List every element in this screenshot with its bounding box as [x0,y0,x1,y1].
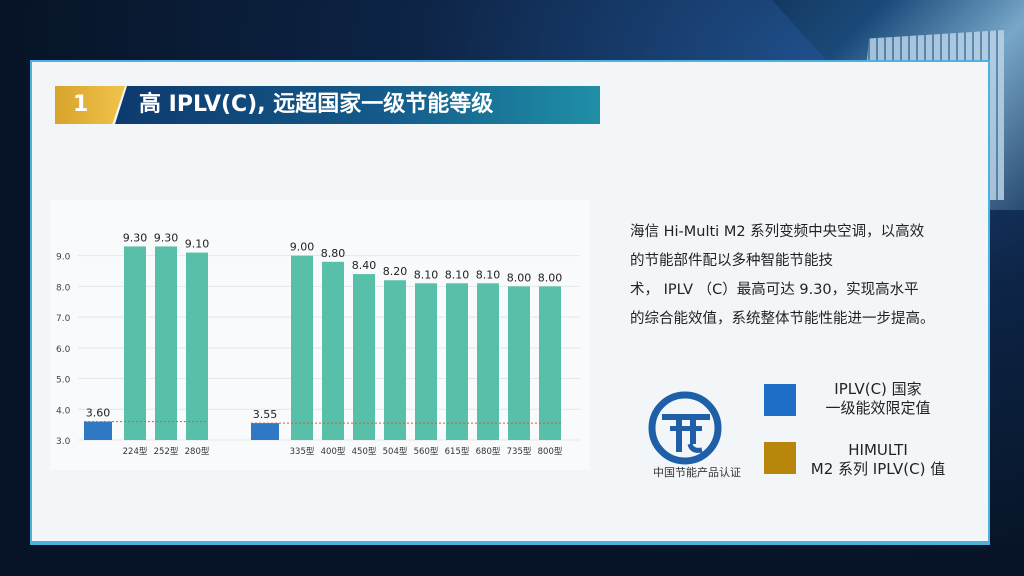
bar-value-label: 9.30 [154,231,179,244]
x-tick-label: 800型 [538,447,563,457]
legend-swatch-himulti [764,442,796,474]
bar-value-label: 8.10 [414,268,439,281]
bar-value-label: 8.20 [383,265,408,278]
x-tick-label: 504型 [383,447,408,457]
x-tick-label: 680型 [476,447,501,457]
y-tick-label: 9.0 [56,253,71,263]
bar-value-label: 9.30 [123,231,148,244]
himulti-bar [384,280,406,440]
legend-line: M2 系列 IPLV(C) 值 [810,460,946,478]
legend-line: 一级能效限定值 [825,399,931,417]
x-tick-label: 224型 [123,447,148,457]
y-tick-label: 3.0 [56,437,71,447]
logo-caption: 中国节能产品认证 [653,466,741,479]
bar-value-label: 8.00 [538,271,563,284]
description-line: 的综合能效值，系统整体节能性能进一步提高。 [630,311,935,327]
x-tick-label: 735型 [507,447,532,457]
description-line: 术， IPLV （C）最高可达 9.30，实现高水平 [630,282,919,298]
y-tick-label: 6.0 [56,345,71,355]
section-header: 1 高 IPLV(C), 远超国家一级节能等级 [55,86,600,124]
header-bar [115,86,600,124]
x-tick-label: 560型 [414,447,439,457]
section-title: 高 IPLV(C), 远超国家一级节能等级 [139,92,494,117]
national-value-label: 3.60 [86,407,111,420]
bar-value-label: 9.00 [290,241,315,254]
chart-area: 3.0 4.0 5.0 6.0 7.0 8.0 9.0 3.60 9.30 224型 9.30 252… [50,200,590,470]
bar-value-label: 8.10 [476,268,501,281]
description: 海信 Hi-Multi M2 系列变频中央空调，以高效 的节能部件配以多种智能节… [630,218,965,334]
y-tick-label: 4.0 [56,406,71,416]
x-tick-label: 450型 [352,447,377,457]
himulti-bar [415,283,437,440]
himulti-bar [446,283,468,440]
bar-value-label: 8.40 [352,259,377,272]
bar-chart: 3.0 4.0 5.0 6.0 7.0 8.0 9.0 3.60 9.30 224型 9.30 252… [56,231,580,457]
legend-line: HIMULTI [848,441,908,459]
himulti-bar [291,255,313,440]
himulti-bar [124,246,146,440]
bar-value-label: 8.00 [507,271,532,284]
himulti-bar [155,246,177,440]
himulti-bar [353,274,375,440]
certification-logo [640,388,750,483]
x-tick-label: 615型 [445,447,470,457]
legend-swatch-national [764,384,796,416]
legend-label-national: IPLV(C) 国家 一级能效限定值 [793,380,963,418]
bar-value-label: 9.10 [185,238,210,251]
himulti-bar [508,286,530,440]
national-bar [84,421,112,440]
himulti-bar [539,286,561,440]
y-tick-label: 5.0 [56,376,71,386]
y-tick-label: 7.0 [56,314,71,324]
x-tick-label: 335型 [290,447,315,457]
bar-value-label: 8.80 [321,247,346,260]
section-number: 1 [55,86,125,124]
x-tick-label: 280型 [185,447,210,457]
legend-line: IPLV(C) 国家 [834,380,922,398]
bar-value-label: 8.10 [445,268,470,281]
legend-label-himulti: HIMULTI M2 系列 IPLV(C) 值 [793,441,963,479]
x-tick-label: 252型 [154,447,179,457]
y-tick-label: 8.0 [56,283,71,293]
himulti-bar [322,261,344,440]
national-bar [251,423,279,440]
himulti-bar [477,283,499,440]
national-value-label: 3.55 [253,408,278,421]
description-line: 的节能部件配以多种智能节能技 [630,253,833,269]
panel-divider [30,543,990,545]
himulti-bar [186,252,208,440]
x-tick-label: 400型 [321,447,346,457]
description-line: 海信 Hi-Multi M2 系列变频中央空调，以高效 [630,224,925,240]
